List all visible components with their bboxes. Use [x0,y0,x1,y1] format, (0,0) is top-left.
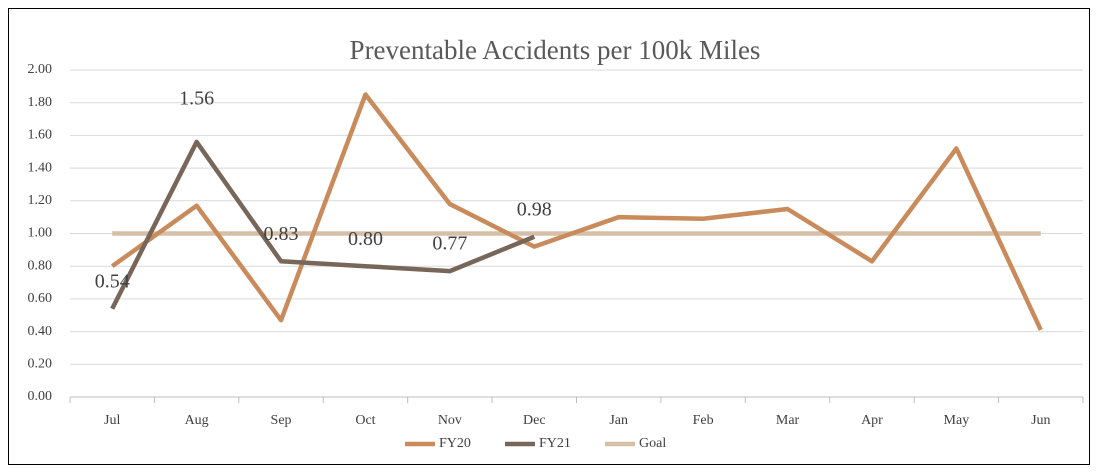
x-tick-label: Mar [776,413,800,428]
x-tick-label: Oct [355,413,375,428]
y-tick-label: 1.00 [28,226,53,241]
y-tick-label: 1.80 [28,95,53,110]
data-label: 1.56 [179,88,214,110]
y-tick-label: 0.40 [28,324,53,339]
legend-label: Goal [639,436,666,451]
data-label: 0.98 [517,198,552,220]
x-tick-label: Jul [104,413,120,428]
chart-title: Preventable Accidents per 100k Miles [350,35,761,65]
x-tick-label: Jun [1031,413,1050,428]
x-tick-label: Nov [438,413,462,428]
legend-label: FY21 [539,436,571,451]
x-tick-label: Jan [609,413,628,428]
x-tick-label: Aug [185,413,209,428]
y-tick-label: 1.40 [28,160,53,175]
legend-label: FY20 [439,436,471,451]
y-tick-label: 2.00 [28,62,53,77]
data-label: 0.77 [432,233,467,255]
x-tick-label: Apr [861,413,883,428]
x-tick-label: May [944,413,970,428]
data-label: 0.54 [95,270,130,292]
data-label: 0.83 [264,223,299,245]
x-tick-label: Dec [523,413,546,428]
y-tick-label: 0.20 [28,357,53,372]
y-tick-label: 1.60 [28,128,53,143]
y-tick-label: 0.00 [28,389,53,404]
y-tick-label: 1.20 [28,193,53,208]
x-tick-label: Sep [271,413,292,428]
series-line [110,139,536,310]
data-label: 0.80 [348,228,383,250]
y-tick-label: 0.60 [28,291,53,306]
x-tick-label: Feb [693,413,714,428]
series-line [110,92,1043,331]
chart-frame [8,8,1090,465]
y-tick-label: 0.80 [28,258,53,273]
